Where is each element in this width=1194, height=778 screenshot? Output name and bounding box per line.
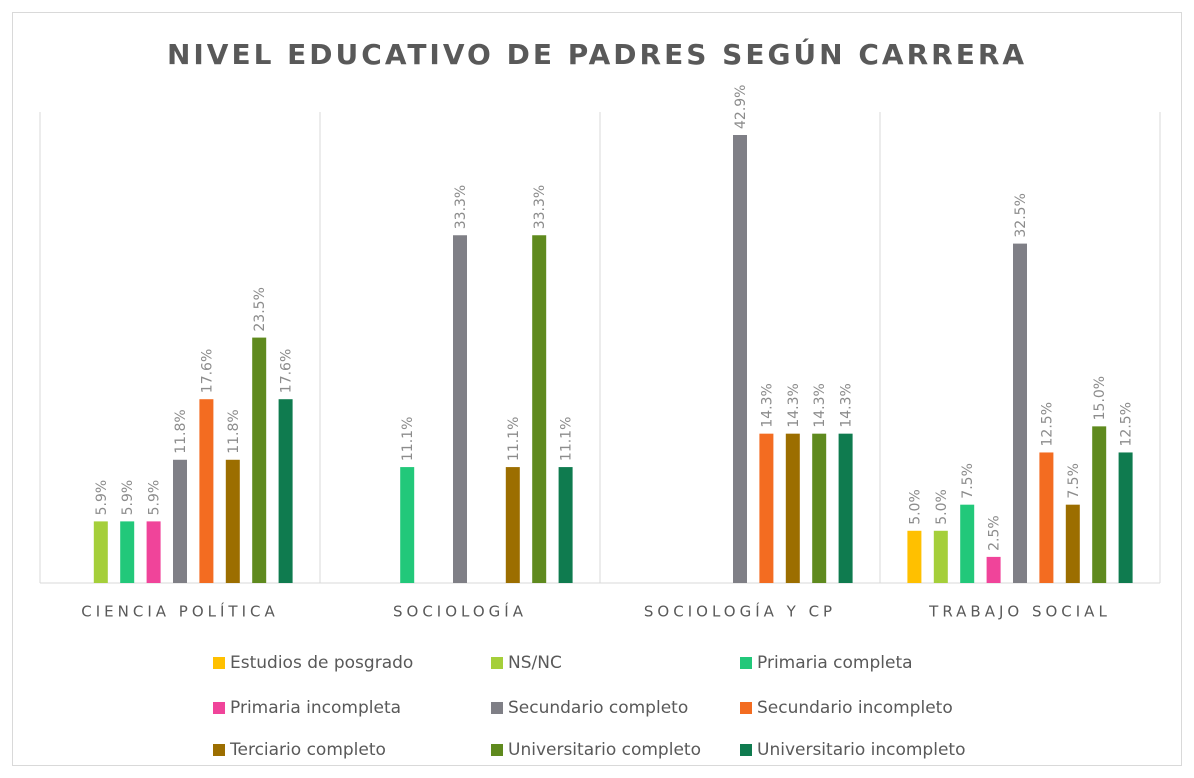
- x-tick-label: TRABAJO SOCIAL: [928, 603, 1111, 621]
- bar: [1092, 426, 1107, 583]
- bar: [838, 433, 853, 583]
- data-label: 5.9%: [94, 480, 110, 516]
- legend-label: Universitario completo: [508, 740, 701, 760]
- data-label: 12.5%: [1039, 402, 1055, 446]
- data-label: 2.5%: [987, 515, 1003, 551]
- bar: [505, 467, 520, 583]
- data-label: 17.6%: [279, 349, 295, 393]
- data-label: 5.9%: [147, 480, 163, 516]
- legend-label: Secundario completo: [508, 698, 688, 718]
- data-label: 14.3%: [839, 383, 855, 427]
- legend-label: Estudios de posgrado: [230, 653, 413, 673]
- data-label: 42.9%: [733, 85, 749, 129]
- x-tick-label: CIENCIA POLÍTICA: [81, 602, 278, 621]
- legend-label: Secundario incompleto: [757, 698, 953, 718]
- data-label: 7.5%: [1066, 463, 1082, 499]
- bar: [785, 433, 800, 583]
- data-label: 12.5%: [1119, 402, 1135, 446]
- data-label: 5.9%: [120, 480, 136, 516]
- bar: [173, 459, 187, 583]
- legend-label: Terciario completo: [229, 740, 386, 760]
- bar: [812, 433, 827, 583]
- data-label: 5.0%: [907, 489, 923, 525]
- legend-label: Primaria completa: [757, 653, 913, 673]
- data-label: 11.8%: [226, 409, 242, 453]
- x-tick-label: SOCIOLOGÍA: [393, 602, 527, 621]
- legend-label: Primaria incompleta: [230, 698, 401, 718]
- data-label: 11.1%: [400, 417, 416, 461]
- bar: [759, 433, 774, 583]
- bar: [1039, 452, 1054, 583]
- data-label: 11.1%: [506, 417, 522, 461]
- bar: [558, 467, 573, 583]
- legend-swatch: [740, 744, 752, 756]
- data-label: 11.8%: [173, 409, 189, 453]
- chart-title: NIVEL EDUCATIVO DE PADRES SEGÚN CARRERA: [167, 37, 1027, 71]
- legend-swatch: [213, 702, 225, 714]
- data-label: 17.6%: [199, 349, 215, 393]
- legend-label: Universitario incompleto: [757, 740, 965, 760]
- bar: [400, 467, 415, 583]
- bar: [1013, 243, 1027, 583]
- bar: [733, 135, 747, 583]
- bar: [907, 530, 922, 583]
- bar: [986, 556, 1001, 583]
- bar: [93, 521, 108, 583]
- bar: [933, 530, 948, 583]
- bar: [1065, 504, 1080, 583]
- data-label: 32.5%: [1013, 193, 1029, 237]
- bar: [199, 399, 214, 583]
- data-label: 11.1%: [559, 417, 575, 461]
- chart-border: [12, 12, 1182, 766]
- bar: [453, 235, 467, 583]
- legend-label: NS/NC: [508, 653, 562, 673]
- data-label: 14.3%: [812, 383, 828, 427]
- legend-swatch: [740, 657, 752, 669]
- bar: [532, 235, 547, 583]
- bar: [960, 504, 975, 583]
- bar: [252, 337, 267, 583]
- legend-swatch: [491, 744, 503, 756]
- bar: [1118, 452, 1133, 583]
- data-label: 15.0%: [1092, 376, 1108, 420]
- legend-swatch: [213, 744, 225, 756]
- data-label: 14.3%: [786, 383, 802, 427]
- data-label: 33.3%: [453, 185, 469, 229]
- data-label: 23.5%: [252, 287, 268, 331]
- data-label: 33.3%: [532, 185, 548, 229]
- legend-swatch: [213, 657, 225, 669]
- data-label: 5.0%: [934, 489, 950, 525]
- bar: [120, 521, 135, 583]
- bar: [225, 459, 240, 583]
- bar: [278, 399, 293, 583]
- data-label: 7.5%: [960, 463, 976, 499]
- x-tick-label: SOCIOLOGÍA Y CP: [644, 602, 836, 621]
- data-label: 14.3%: [759, 383, 775, 427]
- bar: [146, 521, 161, 583]
- legend-swatch: [740, 702, 752, 714]
- legend-swatch: [491, 702, 503, 714]
- legend-swatch: [491, 657, 503, 669]
